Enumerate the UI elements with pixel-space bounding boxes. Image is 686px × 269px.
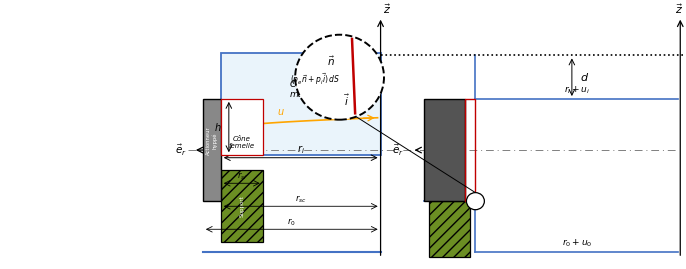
Bar (221, 53, 381, 155)
Text: Support: Support (239, 195, 244, 217)
Bar (221, 99, 263, 155)
Bar (424, 99, 465, 201)
Text: $\vec{n}$: $\vec{n}$ (327, 54, 335, 68)
Text: Cône
mâle: Cône mâle (289, 80, 312, 100)
Text: Cône
femelle: Cône femelle (228, 136, 255, 149)
Text: $u$: $u$ (276, 107, 285, 117)
Text: $r_i$: $r_i$ (297, 143, 305, 156)
Text: $r_{si}$: $r_{si}$ (237, 171, 247, 182)
Text: $r_0$: $r_0$ (287, 217, 296, 228)
Text: $d$: $d$ (580, 71, 589, 83)
Text: $\vec{i}$: $\vec{i}$ (344, 93, 351, 108)
Text: $\vec{z}$: $\vec{z}$ (383, 2, 391, 16)
Bar (203, 99, 221, 201)
Text: $h$: $h$ (214, 121, 222, 133)
Circle shape (466, 193, 484, 210)
Text: $r_0 + u_0$: $r_0 + u_0$ (562, 238, 592, 249)
Text: $\vec{z}$: $\vec{z}$ (675, 2, 683, 16)
Bar (465, 99, 475, 201)
Ellipse shape (295, 35, 384, 120)
Text: $r_{sc}$: $r_{sc}$ (295, 193, 307, 205)
Text: $\vec{e}_r$: $\vec{e}_r$ (175, 142, 187, 158)
Text: Actionneur
hyppé: Actionneur hyppé (206, 126, 217, 155)
Text: $r_i + u_i$: $r_i + u_i$ (564, 84, 590, 96)
Bar (221, 171, 263, 242)
Text: $(p_e\vec{n}+p_i\vec{i})\,dS$: $(p_e\vec{n}+p_i\vec{i})\,dS$ (290, 72, 340, 87)
Text: $\vec{e}_r$: $\vec{e}_r$ (392, 142, 403, 158)
Bar (429, 201, 471, 257)
